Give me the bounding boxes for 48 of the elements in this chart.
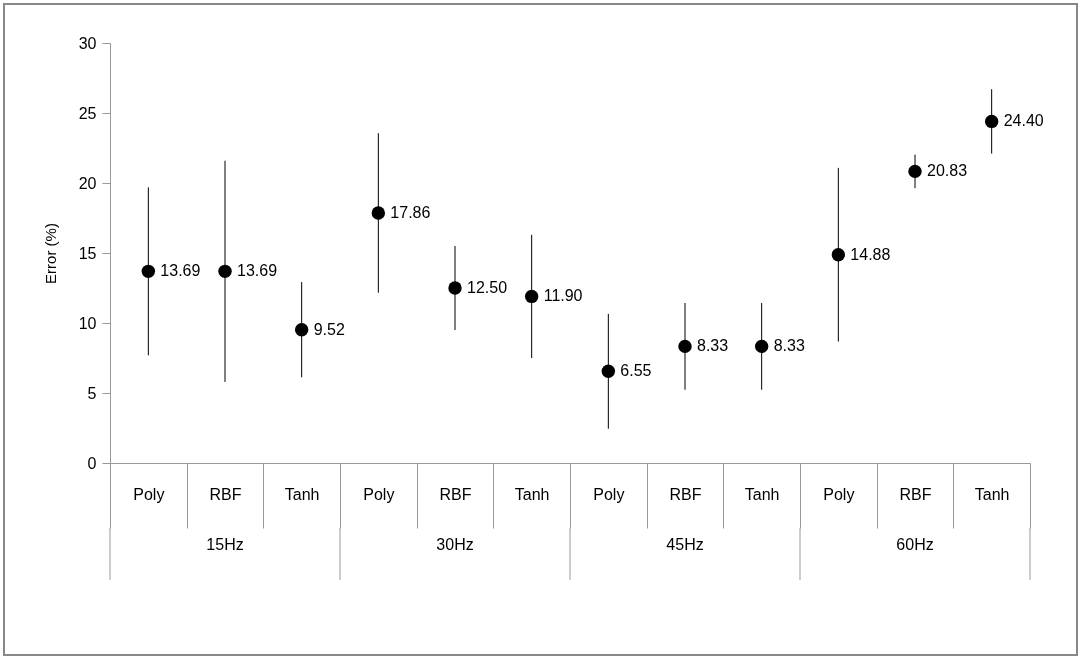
point bbox=[908, 164, 922, 179]
x-tick-label: Tanh bbox=[514, 485, 550, 503]
data-label: 13.69 bbox=[237, 262, 278, 280]
data-label: 8.33 bbox=[697, 337, 729, 355]
x-tick-label: Poly bbox=[823, 485, 855, 503]
data-label: 11.90 bbox=[543, 287, 583, 305]
data-label: 17.86 bbox=[390, 203, 431, 221]
y-axis-title: Error (%) bbox=[41, 223, 59, 284]
x-tick-label: Tanh bbox=[284, 485, 320, 503]
point bbox=[831, 247, 846, 262]
x-tick-label: Poly bbox=[133, 485, 165, 503]
x-tick-label: Poly bbox=[363, 485, 395, 503]
point bbox=[984, 114, 999, 129]
data-label: 20.83 bbox=[927, 162, 968, 180]
text: 45Hz bbox=[666, 536, 704, 553]
data-label: 9.52 bbox=[313, 320, 345, 338]
data-label: 13.69 bbox=[160, 262, 201, 280]
y-tick-label: 15 bbox=[78, 244, 97, 262]
data-label: 8.33 bbox=[773, 337, 805, 355]
x-tick-label: RBF bbox=[899, 485, 932, 503]
point bbox=[524, 289, 539, 304]
text: 15Hz bbox=[206, 536, 244, 553]
x-tick-label: Tanh bbox=[744, 485, 780, 503]
point bbox=[218, 264, 232, 279]
x-tick-label: RBF bbox=[669, 485, 702, 503]
x-tick-label: Poly bbox=[593, 485, 625, 503]
point bbox=[371, 206, 386, 220]
point bbox=[141, 264, 156, 279]
y-tick-label: 10 bbox=[78, 314, 97, 332]
y-tick-label: 25 bbox=[78, 104, 97, 122]
point bbox=[448, 281, 462, 295]
point bbox=[294, 323, 309, 337]
text: 30Hz bbox=[436, 536, 474, 553]
data-label: 14.88 bbox=[850, 245, 891, 263]
point bbox=[678, 339, 692, 354]
point bbox=[601, 364, 616, 378]
y-tick-label: 5 bbox=[87, 384, 97, 402]
data-label: 6.55 bbox=[620, 362, 652, 380]
x-tick-label: Tanh bbox=[974, 485, 1010, 503]
point bbox=[754, 339, 769, 354]
x-tick-label: RBF bbox=[439, 485, 472, 503]
y-tick-label: 30 bbox=[78, 34, 97, 52]
data-label: 24.40 bbox=[1003, 112, 1044, 130]
y-tick-label: 0 bbox=[87, 454, 97, 472]
text: 60Hz bbox=[896, 536, 934, 553]
y-tick-label: 20 bbox=[78, 174, 97, 192]
data-label: 12.50 bbox=[467, 279, 508, 296]
x-tick-label: RBF bbox=[209, 485, 242, 503]
